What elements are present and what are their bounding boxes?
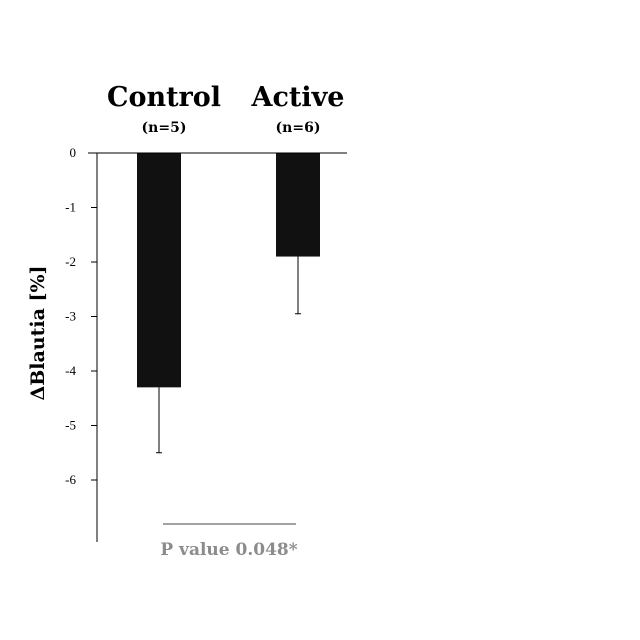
y-tick-label: -2 [65, 254, 76, 269]
y-tick-label: 0 [70, 145, 77, 160]
y-ticks: 0 -1 -2 -3 -4 -5 -6 [65, 145, 97, 487]
y-tick-label: -5 [65, 418, 76, 433]
category-label-control: Control [107, 82, 221, 113]
bar-active [276, 153, 320, 257]
sample-size-control: (n=5) [142, 120, 187, 136]
y-tick-label: -1 [65, 200, 76, 215]
category-labels: Control (n=5) Active (n=6) [107, 82, 345, 136]
p-value-annotation: P value 0.048* [160, 540, 297, 560]
y-axis-title: ΔBlautia [%] [27, 265, 49, 400]
y-tick-label: -6 [65, 472, 76, 487]
y-tick-label: -3 [65, 309, 76, 324]
bar-control [137, 153, 181, 387]
sample-size-active: (n=6) [276, 120, 321, 136]
bars-layer [137, 153, 320, 453]
y-tick-label: -4 [65, 363, 76, 378]
category-label-active: Active [251, 82, 345, 113]
